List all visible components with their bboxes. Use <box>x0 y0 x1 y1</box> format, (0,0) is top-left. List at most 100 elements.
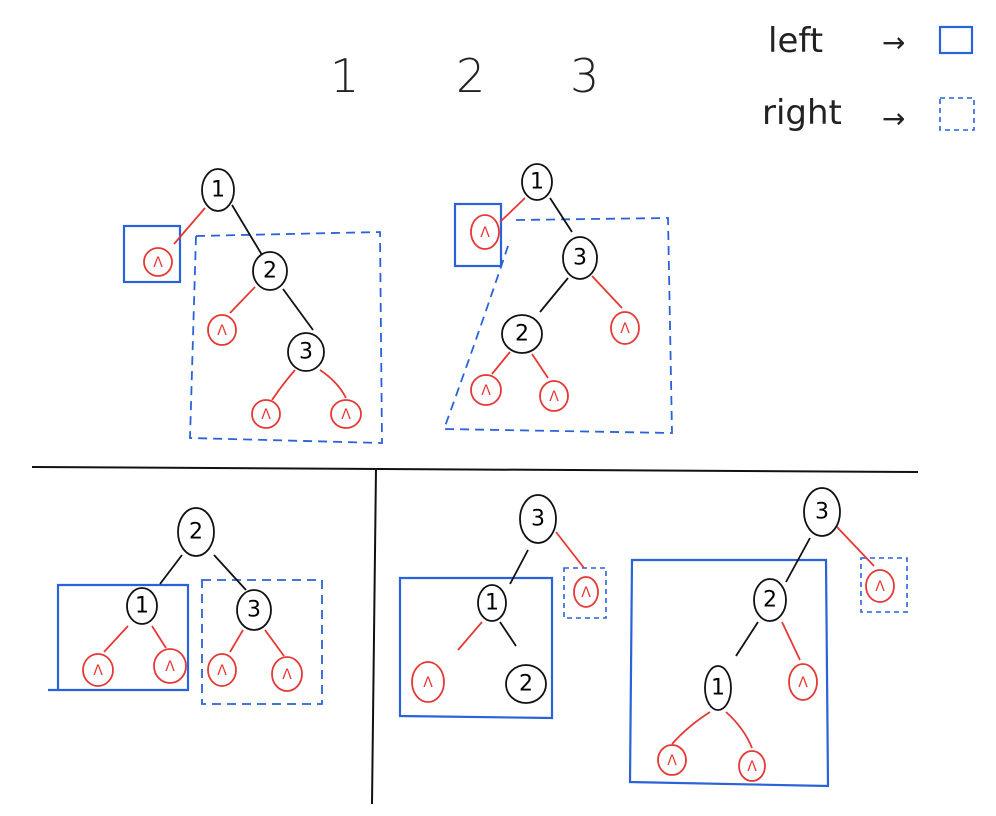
tree-1-nil <box>251 399 281 429</box>
tree-4-edge <box>499 621 517 647</box>
tree-5-nil-label: Λ <box>798 675 808 691</box>
horizontal-divider <box>31 466 919 473</box>
tree-1-edge <box>229 286 256 314</box>
tree-3-nil-label: Λ <box>282 667 292 683</box>
tree-5-nil-label: Λ <box>747 759 757 775</box>
tree-3-edge <box>229 629 244 653</box>
tree-4-edge <box>457 621 483 651</box>
tree-3-edge <box>213 554 247 591</box>
tree-5-node <box>803 487 841 537</box>
tree-1-edge <box>271 369 296 401</box>
tree-3-nil-label: Λ <box>165 659 175 675</box>
tree-2-nil <box>470 214 500 250</box>
legend-left-box <box>938 25 974 55</box>
tree-1-nil-label: Λ <box>153 255 163 271</box>
tree-4-nil <box>411 661 445 703</box>
tree-1-edge <box>173 207 206 245</box>
tree-1-node-label: 2 <box>263 259 277 284</box>
tree-3-node <box>236 589 272 631</box>
header-number-3: 3 <box>570 49 599 103</box>
tree-3-node <box>126 587 158 625</box>
tree-1-node <box>201 168 235 212</box>
tree-1-nil <box>330 399 362 429</box>
tree-3-node-label: 3 <box>247 598 261 623</box>
tree-5-edge <box>835 525 875 567</box>
tree-3-node-label: 1 <box>135 594 149 619</box>
legend-left-arrow: → <box>882 26 905 59</box>
tree-3-nil-label: Λ <box>93 663 103 679</box>
header-number-1: 1 <box>330 49 359 103</box>
tree-2-edge <box>591 275 623 309</box>
legend-right-box <box>939 97 975 131</box>
tree-5-left-box <box>628 558 830 788</box>
tree-4-right-box <box>563 567 607 619</box>
tree-5-node <box>704 665 732 711</box>
tree-5-node-label: 1 <box>711 676 725 701</box>
tree-1-edge <box>282 288 314 331</box>
tree-1-node <box>252 251 288 291</box>
tree-2-edge <box>531 353 549 379</box>
tree-3-right-box <box>201 579 323 705</box>
tree-1-node-label: 3 <box>299 340 313 365</box>
tree-2-edge <box>499 197 526 223</box>
tree-5-node-label: 2 <box>763 588 777 613</box>
tree-5-edge <box>725 711 753 749</box>
tree-3-edge <box>264 629 285 657</box>
tree-3-node-label: 2 <box>189 520 203 545</box>
header-number-2: 2 <box>456 49 485 103</box>
tree-5-node <box>753 578 787 622</box>
tree-2-left-box <box>453 202 503 268</box>
tree-4-node-label: 2 <box>519 672 533 697</box>
tree-5: 3 2 1 Λ Λ Λ Λ <box>628 487 908 788</box>
tree-1-nil <box>207 314 237 346</box>
legend-left-label: left <box>768 21 823 61</box>
tree-1-right-box <box>189 231 383 444</box>
tree-2-nil <box>539 380 569 412</box>
tree-5-nil-label: Λ <box>875 579 885 595</box>
legend-right-label: right <box>762 93 842 133</box>
tree-1-nil-label: Λ <box>261 407 271 423</box>
tree-4-nil <box>573 576 599 608</box>
tree-2-node <box>521 163 553 201</box>
tree-1-nil <box>143 247 173 277</box>
tree-2-nil <box>610 311 640 345</box>
tree-4-node-label: 3 <box>531 507 545 532</box>
tree-5-right-box <box>860 557 908 613</box>
tree-5-nil <box>657 744 687 776</box>
tree-3-edge <box>159 554 183 585</box>
tree-3-edge <box>151 625 167 649</box>
tree-4-node <box>519 494 557 544</box>
tree-1-nil-label: Λ <box>217 323 227 339</box>
tree-2-node <box>562 236 598 280</box>
tree-4-nil-label: Λ <box>423 675 433 691</box>
tree-2-nil-label: Λ <box>480 225 490 241</box>
tree-2-edge <box>491 351 511 375</box>
tree-3: 2 1 3 Λ Λ Λ Λ <box>48 507 323 705</box>
tree-4-edge <box>555 531 585 569</box>
tree-4-nil-label: Λ <box>581 585 591 601</box>
tree-2-edge <box>549 197 573 233</box>
tree-1-nil-label: Λ <box>341 407 351 423</box>
tree-5-edge <box>735 621 759 657</box>
tree-3-node <box>177 507 215 557</box>
tree-4: 3 1 2 Λ Λ <box>398 494 607 720</box>
tree-1-edge <box>319 369 347 399</box>
tree-2: 1 3 2 Λ Λ Λ Λ <box>442 163 673 434</box>
tree-4-node-label: 1 <box>485 591 499 616</box>
tree-5-edge <box>785 537 811 583</box>
vertical-divider <box>371 467 377 805</box>
tree-1: 1 2 3 Λ Λ Λ Λ <box>122 168 383 444</box>
tree-2-node-label: 3 <box>573 246 587 271</box>
tree-3-nil-label: Λ <box>217 663 227 679</box>
tree-4-left-box <box>398 576 554 720</box>
tree-3-nil <box>271 656 303 692</box>
tree-1-node-label: 1 <box>211 178 225 203</box>
tree-2-node <box>501 314 543 354</box>
tree-5-nil <box>865 569 895 603</box>
tree-1-edge <box>231 204 263 256</box>
tree-2-nil-label: Λ <box>620 321 630 337</box>
tree-5-edge <box>671 711 711 745</box>
legend: left → right → <box>762 21 975 135</box>
